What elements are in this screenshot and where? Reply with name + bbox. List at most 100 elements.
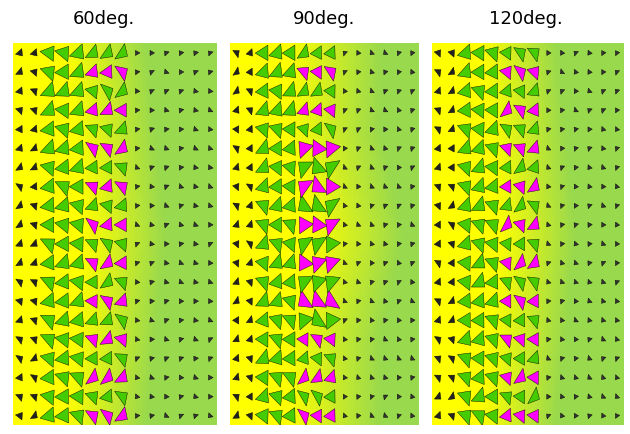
Bar xyxy=(249,296,251,301)
Bar xyxy=(559,292,561,296)
Bar xyxy=(470,129,472,134)
Bar xyxy=(465,311,467,316)
Bar xyxy=(138,316,140,320)
Bar xyxy=(547,411,549,416)
Bar xyxy=(207,101,210,105)
Bar xyxy=(487,53,490,58)
Bar xyxy=(365,349,367,354)
Bar xyxy=(49,139,51,144)
Bar xyxy=(549,139,552,144)
Bar xyxy=(523,292,525,296)
Bar xyxy=(277,349,280,354)
Bar xyxy=(277,416,280,421)
Bar xyxy=(407,86,410,91)
Bar xyxy=(200,48,202,53)
Bar xyxy=(600,316,602,320)
Bar xyxy=(251,354,253,358)
Bar xyxy=(360,263,362,268)
Bar xyxy=(592,263,595,268)
Bar xyxy=(595,115,597,120)
Bar xyxy=(619,397,621,401)
Polygon shape xyxy=(357,299,361,304)
Bar xyxy=(501,43,503,48)
Bar xyxy=(487,201,490,206)
Bar xyxy=(118,387,120,392)
Bar xyxy=(13,177,15,182)
Bar xyxy=(38,339,41,344)
Bar xyxy=(102,406,105,411)
Bar xyxy=(554,163,556,168)
Bar xyxy=(315,96,318,101)
Bar xyxy=(542,363,544,368)
Bar xyxy=(251,344,253,349)
Bar xyxy=(384,258,386,263)
Polygon shape xyxy=(547,222,551,227)
Bar xyxy=(303,191,306,196)
Bar xyxy=(299,148,301,153)
Bar xyxy=(308,120,311,125)
Bar xyxy=(25,125,28,129)
Bar xyxy=(605,125,607,129)
Bar xyxy=(400,363,403,368)
Bar xyxy=(105,282,107,287)
Bar xyxy=(102,296,105,301)
Bar xyxy=(94,296,97,301)
Bar xyxy=(348,344,350,349)
Bar xyxy=(537,86,540,91)
Bar xyxy=(515,335,518,339)
Bar xyxy=(89,263,92,268)
Bar xyxy=(265,101,268,105)
Bar xyxy=(343,349,346,354)
Bar xyxy=(234,196,237,201)
Bar xyxy=(407,244,410,249)
Bar xyxy=(315,110,318,115)
Bar xyxy=(446,253,449,258)
Bar xyxy=(508,316,511,320)
Bar xyxy=(583,115,585,120)
Bar xyxy=(416,244,419,249)
Bar xyxy=(171,153,174,158)
Bar xyxy=(513,125,515,129)
Bar xyxy=(451,325,453,330)
Bar xyxy=(232,411,234,416)
Bar xyxy=(140,382,143,387)
Bar xyxy=(210,363,212,368)
Bar xyxy=(205,110,207,115)
Bar xyxy=(360,335,362,339)
Bar xyxy=(518,153,520,158)
Polygon shape xyxy=(115,354,127,368)
Bar xyxy=(244,120,246,125)
Bar xyxy=(331,77,334,82)
Bar xyxy=(515,187,518,191)
Bar xyxy=(346,67,348,72)
Bar xyxy=(28,182,30,187)
Polygon shape xyxy=(115,66,127,81)
Bar xyxy=(69,354,71,358)
Bar xyxy=(416,163,419,168)
Bar xyxy=(230,268,232,273)
Bar xyxy=(20,96,23,101)
Bar xyxy=(296,287,299,292)
Bar xyxy=(171,363,174,368)
Bar xyxy=(403,172,405,177)
Bar xyxy=(49,316,51,320)
Polygon shape xyxy=(310,409,321,423)
Bar xyxy=(542,277,544,282)
Bar xyxy=(438,196,441,201)
Polygon shape xyxy=(484,409,498,424)
Bar xyxy=(455,182,458,187)
Bar xyxy=(377,210,379,215)
Bar xyxy=(583,263,585,268)
Polygon shape xyxy=(574,241,578,246)
Bar xyxy=(146,120,148,125)
Bar xyxy=(523,325,525,330)
Bar xyxy=(566,129,568,134)
Bar xyxy=(59,144,61,148)
Bar xyxy=(559,210,561,215)
Polygon shape xyxy=(40,239,55,254)
Bar xyxy=(251,139,253,144)
Bar xyxy=(554,58,556,62)
Bar xyxy=(151,397,153,401)
Polygon shape xyxy=(357,128,361,133)
Bar xyxy=(458,282,461,287)
